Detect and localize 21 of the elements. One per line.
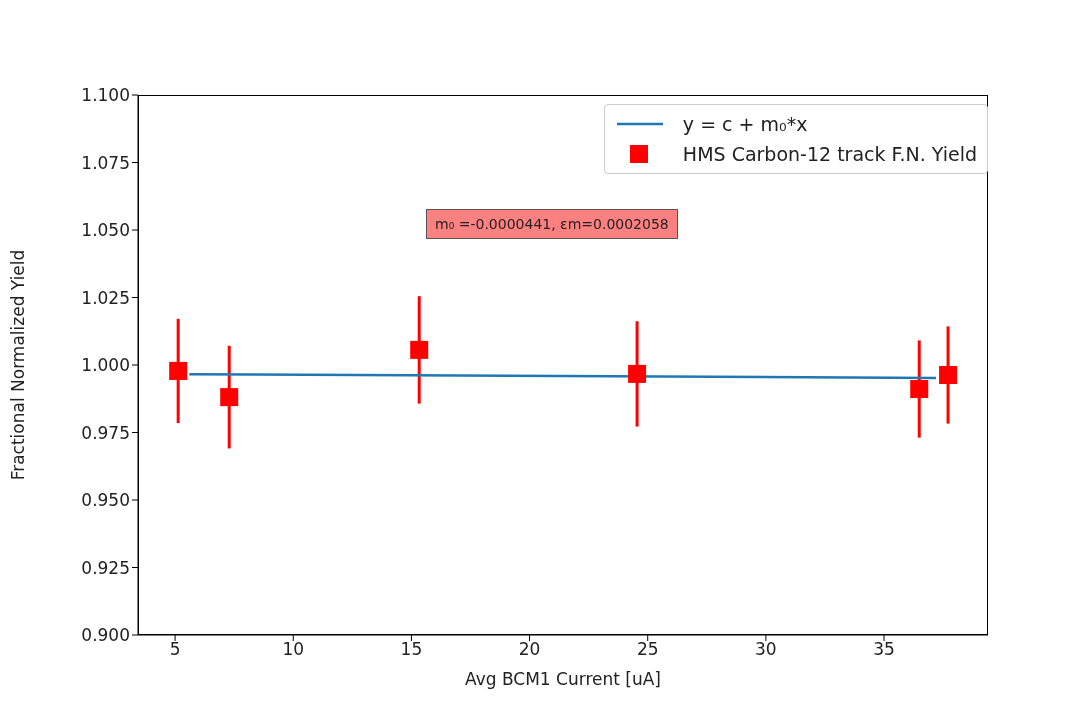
y-axis-title: Fractional Normalized Yield	[8, 249, 29, 481]
x-axis-title: Avg BCM1 Current [uA]	[465, 669, 661, 689]
x-tick-label: 35	[873, 639, 895, 660]
y-tick-label: 1.050	[81, 220, 130, 241]
annotation: m₀ =-0.0000441, εm=0.0002058	[426, 209, 678, 239]
y-tick-label: 0.950	[81, 490, 130, 511]
x-tick-label: 15	[400, 639, 423, 660]
y-tick-label: 0.900	[81, 625, 130, 646]
x-tick-label: 25	[636, 639, 659, 660]
legend-label: HMS Carbon-12 track F.N. Yield	[682, 143, 977, 165]
x-tick-label: 10	[282, 639, 305, 660]
x-tick-label: 20	[518, 639, 541, 660]
y-tick-label: 1.000	[81, 355, 130, 376]
y-tick-label: 1.025	[81, 287, 130, 308]
y-tick-label: 0.925	[81, 557, 130, 578]
y-tick-label: 1.100	[81, 85, 130, 106]
y-tick-label: 0.975	[81, 422, 130, 443]
x-tick-label: 5	[169, 639, 181, 660]
x-tick-label: 30	[755, 639, 777, 660]
y-tick-label: 1.075	[81, 152, 130, 173]
legend-label: y = c + m₀*x	[682, 113, 808, 135]
